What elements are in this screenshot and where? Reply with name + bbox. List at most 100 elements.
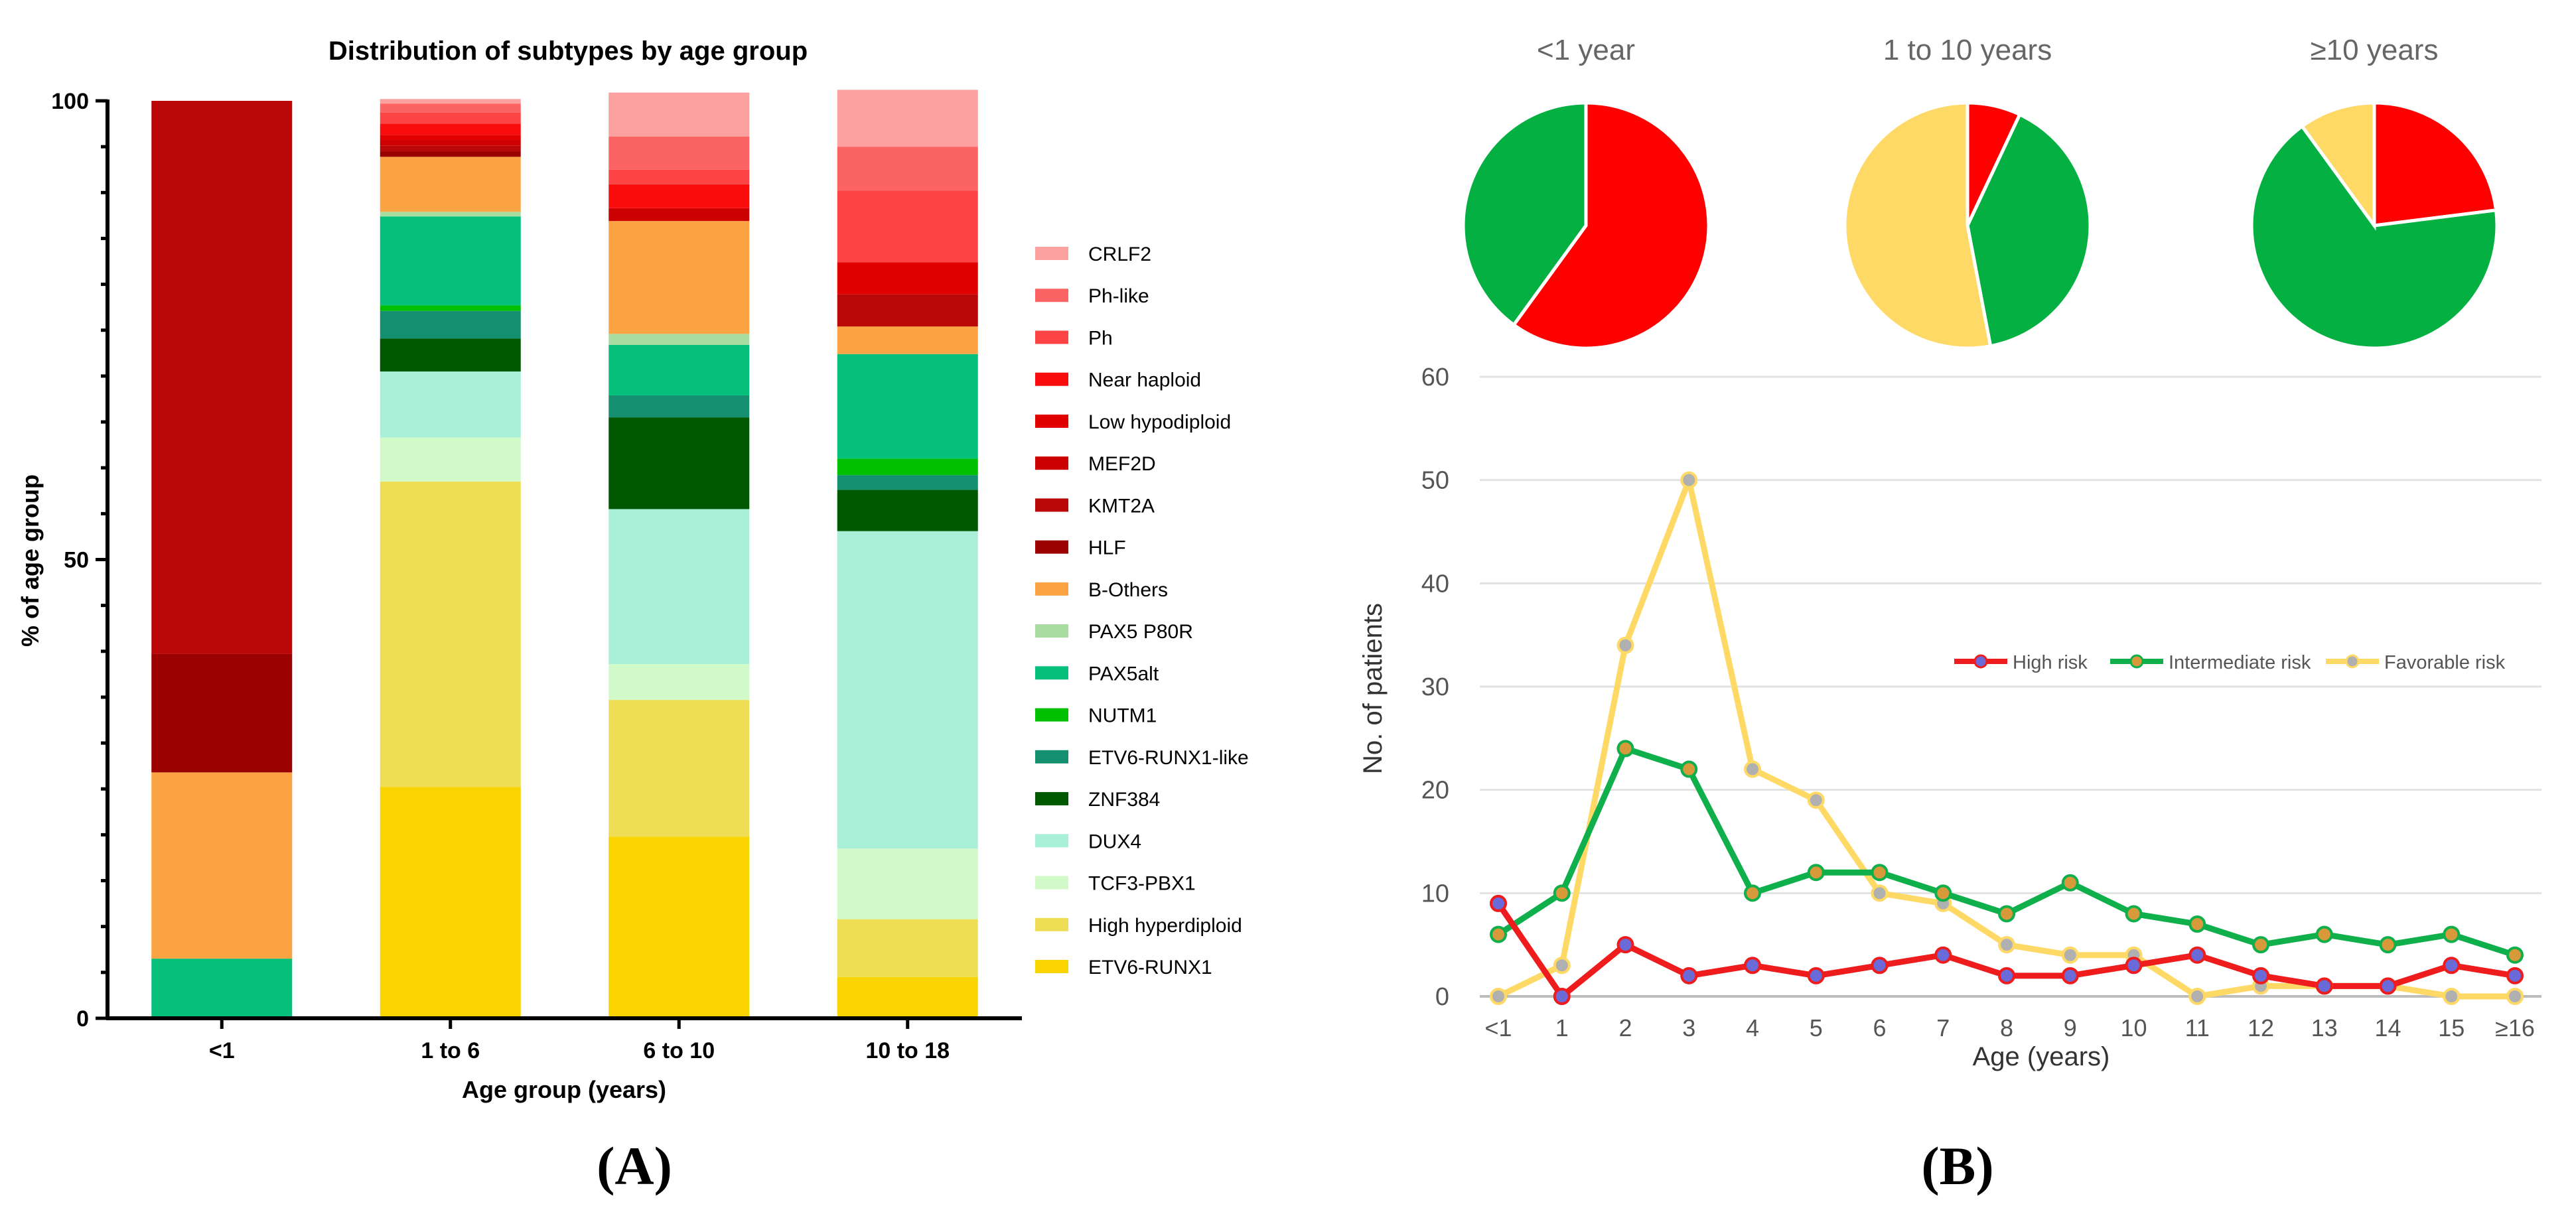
bar-segment (837, 848, 978, 919)
data-point (1998, 967, 2015, 984)
data-point (2315, 925, 2333, 943)
data-point (1553, 957, 1571, 974)
x-tick-label: 3 (1682, 1014, 1695, 1041)
x-tick-label: 7 (1936, 1014, 1950, 1041)
legend-label: High hyperdiploid (1088, 915, 1242, 937)
data-point (1807, 864, 1825, 882)
x-tick-label: 8 (2000, 1014, 2013, 1041)
legend-swatch (1035, 582, 1068, 596)
y-tick-label: 30 (1421, 673, 1449, 701)
x-tick-label: <1 (209, 1038, 235, 1063)
data-point (1871, 864, 1889, 882)
x-tick-label: 1 (1555, 1014, 1569, 1041)
data-point (2188, 946, 2206, 964)
chart-a-ylabel: % of age group (17, 474, 44, 647)
bar-segment (837, 147, 978, 191)
bar-segment (608, 700, 750, 837)
data-point (2379, 936, 2397, 954)
y-tick-label: 20 (1421, 777, 1449, 805)
pie-title: <1 year (1537, 34, 1635, 66)
data-point (2506, 988, 2524, 1005)
pie-title: 1 to 10 years (1883, 34, 2052, 66)
x-tick-label: 4 (1746, 1014, 1759, 1041)
bar-segment (837, 354, 978, 459)
series-line (1496, 745, 2516, 959)
chart-b-ylabel: No. of patients (1358, 603, 1388, 774)
bar-segment (608, 92, 750, 137)
bar-segment (837, 190, 978, 263)
y-tick-label: 40 (1421, 570, 1449, 598)
bar-segment (608, 334, 750, 345)
pie-slice (2372, 101, 2498, 228)
legend-label: DUX4 (1088, 831, 1141, 852)
x-tick-label: 13 (2311, 1014, 2338, 1041)
data-point (1490, 925, 1507, 943)
data-point (2061, 874, 2079, 892)
x-tick-label: 10 (2120, 1014, 2147, 1041)
x-tick-label: <1 (1484, 1014, 1512, 1041)
legend-swatch (1035, 834, 1068, 848)
bar-segment (380, 145, 521, 152)
legend-label: MEF2D (1088, 453, 1156, 475)
bar-segment (608, 208, 750, 222)
bar-segment (608, 344, 750, 395)
legend-swatch (1035, 666, 1068, 680)
data-point (2506, 946, 2524, 964)
legend-swatch (1035, 960, 1068, 973)
bar-segment (380, 103, 521, 113)
bar-segment (837, 490, 978, 531)
bar-segment (380, 481, 521, 787)
bar-segment (837, 294, 978, 327)
data-point (2188, 988, 2206, 1005)
x-tick-label: 6 to 10 (643, 1038, 715, 1063)
bar-segment (380, 99, 521, 104)
data-point (2188, 915, 2206, 933)
risk-pie-charts: <1 year 1 to 10 years ≥10 years (1461, 34, 2499, 350)
x-tick-label: 14 (2374, 1014, 2401, 1041)
data-point (1998, 936, 2015, 954)
bar-segment (380, 112, 521, 124)
legend-swatch (1035, 330, 1068, 344)
data-point (1934, 884, 1952, 902)
legend-swatch (1035, 540, 1068, 554)
legend-label: Intermediate risk (2169, 652, 2311, 673)
legend-label: Ph-like (1088, 285, 1149, 307)
chart-b-xlabel: Age (years) (1973, 1042, 2110, 1071)
bar-segment (151, 772, 293, 959)
data-point (1490, 894, 1507, 912)
bar-segment (151, 653, 293, 773)
data-point (2315, 977, 2333, 995)
data-point (2061, 967, 2079, 984)
legend-label: Favorable risk (2384, 652, 2506, 673)
data-point (1680, 760, 1698, 778)
bar-segment (608, 136, 750, 170)
y-tick-label: 100 (51, 89, 89, 114)
legend-label: Ph (1088, 327, 1113, 349)
panel-label-b: (B) (1921, 1136, 1993, 1196)
bar-segment (837, 90, 978, 147)
x-tick-label: 10 to 18 (865, 1038, 950, 1063)
data-point (1807, 791, 1825, 809)
pie-slice (1843, 101, 1993, 350)
chart-a-legend: CRLF2 Ph-like Ph Near haploid Low hypodiploi… (1035, 243, 1249, 978)
legend-swatch (1035, 917, 1068, 931)
pie-slice (1966, 112, 2092, 348)
bar-segment (608, 509, 750, 665)
data-point (1553, 988, 1571, 1005)
legend-swatch (1035, 876, 1068, 890)
bar-segment (380, 212, 521, 217)
stacked-bar-chart: 0 50 100 <1 1 to 6 6 to 10 10 to 18 (51, 89, 1022, 1063)
bar-segment (380, 437, 521, 482)
legend-label: ETV6-RUNX1 (1088, 957, 1212, 978)
bar-segment (608, 221, 750, 334)
legend-swatch (1035, 498, 1068, 512)
data-point (2125, 957, 2143, 974)
legend-swatch (1035, 247, 1068, 260)
pie-slice (1511, 101, 1711, 350)
legend-label: ZNF384 (1088, 789, 1160, 811)
y-tick-label: 50 (1421, 467, 1449, 495)
y-tick-label: 10 (1421, 880, 1449, 907)
data-point (2061, 946, 2079, 964)
bar-segment (380, 787, 521, 1018)
data-point (2506, 967, 2524, 984)
